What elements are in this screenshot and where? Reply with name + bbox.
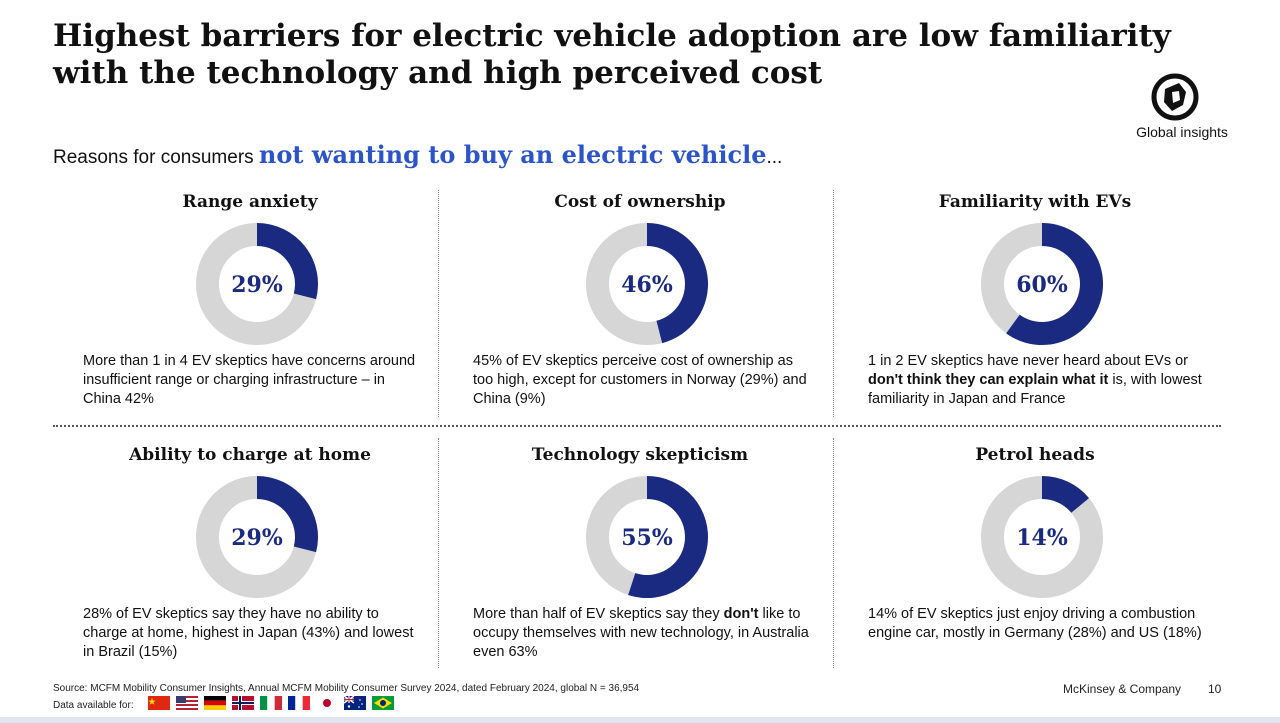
donut-value-slice: [647, 223, 708, 344]
donut-chart: 14%: [981, 476, 1103, 598]
page-number: 10: [1208, 682, 1222, 696]
donut-value-slice: [1042, 476, 1090, 513]
australia-flag: [344, 696, 366, 710]
brazil-flag: [372, 696, 394, 710]
bottom-bar: [0, 717, 1280, 723]
donut-value-label: 55%: [621, 525, 673, 551]
barrier-panel: Familiarity with EVs 60% 1 in 2 EV skeptic…: [845, 192, 1225, 432]
us-flag: [176, 696, 198, 710]
panel-description: 14% of EV skeptics just enjoy driving a …: [868, 606, 1202, 641]
donut-value-label: 60%: [1016, 272, 1068, 298]
panel-title: Petrol heads: [975, 445, 1095, 465]
donut-value-slice: [628, 476, 708, 598]
brand-name: McKinsey & Company: [1063, 682, 1182, 696]
divider-vertical: [833, 190, 834, 417]
donut-value-slice: [257, 223, 318, 300]
panel-description: 45% of EV skeptics perceive cost of owne…: [473, 353, 807, 407]
subtitle: Reasons for consumers not wanting to buy…: [53, 140, 782, 169]
china-flag: [148, 696, 170, 710]
barrier-panel: Cost of ownership 46% 45% of EV skeptics p…: [450, 192, 830, 432]
japan-flag: [316, 696, 338, 710]
panel-title: Ability to charge at home: [129, 445, 371, 465]
global-insights-logo-icon: [1151, 73, 1199, 121]
donut-value-label: 29%: [231, 272, 283, 298]
italy-flag: [260, 696, 282, 710]
subtitle-prefix: Reasons for consumers: [53, 147, 259, 168]
divider-vertical: [833, 438, 834, 668]
donut-value-label: 46%: [621, 272, 673, 298]
donut-chart: 29%: [196, 223, 318, 345]
donut-chart: 55%: [586, 476, 708, 598]
barrier-panel: Petrol heads 14% 14% of EV skeptics just e…: [845, 445, 1225, 685]
barrier-panel: Range anxiety 29% More than 1 in 4 EV skep…: [60, 192, 440, 432]
donut-chart: 29%: [196, 476, 318, 598]
panel-title: Familiarity with EVs: [938, 192, 1132, 212]
donut-value-slice: [1006, 223, 1103, 345]
source-note: Source: MCFM Mobility Consumer Insights,…: [53, 683, 640, 694]
donut-value-label: 14%: [1016, 525, 1068, 551]
donut-chart: 60%: [981, 223, 1103, 345]
panel-description: 28% of EV skeptics say they have no abil…: [83, 606, 414, 660]
divider-vertical: [438, 190, 439, 417]
divider-horizontal: [53, 425, 1221, 427]
barrier-panel: Ability to charge at home 29% 28% of EV sk…: [60, 445, 440, 685]
page-title: Highest barriers for electric vehicle ad…: [53, 18, 1171, 91]
logo-label: Global insights: [1136, 124, 1228, 140]
donut-value-slice: [257, 476, 318, 553]
donut-chart: 46%: [586, 223, 708, 345]
panel-description: 1 in 2 EV skeptics have never heard abou…: [868, 353, 1202, 407]
donut-value-label: 29%: [231, 525, 283, 551]
germany-flag: [204, 696, 226, 710]
panel-title: Range anxiety: [182, 192, 318, 212]
france-flag: [288, 696, 310, 710]
subtitle-highlight: not wanting to buy an electric vehicle: [258, 140, 767, 169]
norway-flag: [232, 696, 254, 710]
country-flags: [148, 696, 394, 710]
subtitle-suffix: ...: [766, 147, 783, 168]
panel-title: Cost of ownership: [554, 192, 726, 212]
barrier-panel: Technology skepticism 55% More than half o…: [450, 445, 830, 685]
divider-vertical: [438, 438, 439, 668]
panel-description: More than 1 in 4 EV skeptics have concer…: [83, 353, 416, 407]
panel-title: Technology skepticism: [531, 445, 749, 465]
data-available-label: Data available for:: [53, 700, 134, 711]
panel-description: More than half of EV skeptics say they d…: [473, 606, 809, 660]
